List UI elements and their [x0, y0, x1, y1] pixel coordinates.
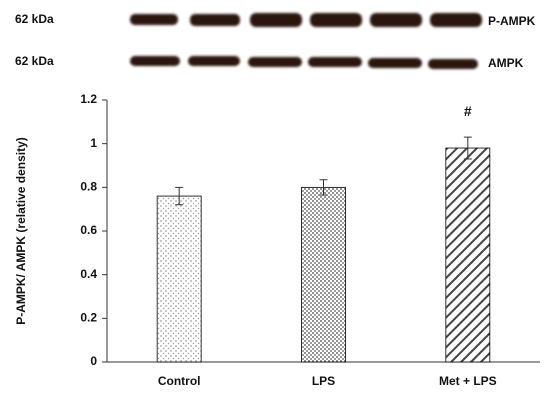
- blot-weight: 62 kDa: [15, 54, 54, 68]
- y-tick-label: 0.6: [80, 223, 97, 237]
- bar: [157, 196, 201, 362]
- y-tick-label: 1: [90, 136, 97, 150]
- x-tick-label: Control: [158, 374, 201, 388]
- y-tick-label: 0.4: [80, 267, 97, 281]
- blot-label: P-AMPK: [488, 14, 536, 28]
- annotation: #: [464, 103, 472, 119]
- blot: 62 kDa P-AMPK 62 kDa AMPK: [15, 12, 536, 70]
- blot-weight: 62 kDa: [15, 12, 54, 26]
- blot-label: AMPK: [488, 56, 524, 70]
- bar: [302, 187, 346, 362]
- bar: [446, 148, 490, 362]
- y-tick-label: 0.8: [80, 180, 97, 194]
- x-tick-label: LPS: [312, 374, 335, 388]
- y-tick-label: 0.2: [80, 311, 97, 325]
- y-axis-label: P-AMPK/ AMPK (relative density): [14, 137, 28, 325]
- figure: 62 kDa P-AMPK 62 kDa AMPK P-AMPK/ AMPK (…: [0, 0, 555, 394]
- y-tick-label: 1.2: [80, 92, 97, 106]
- y-tick-label: 0: [90, 354, 97, 368]
- x-tick-label: Met + LPS: [439, 374, 497, 388]
